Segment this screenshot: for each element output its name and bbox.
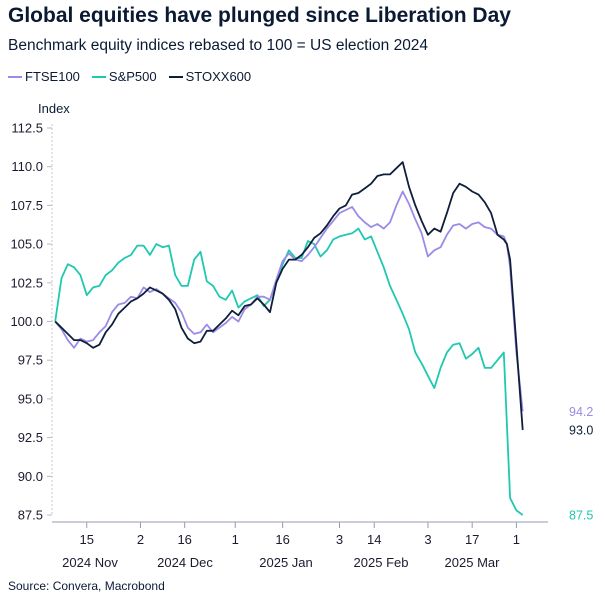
series-line-ftse100 [54,190,524,412]
end-label-ftse100: 94.2 [569,405,593,419]
x-month-label: 2025 Jan [259,555,313,570]
legend-swatch-ftse100 [8,75,22,78]
legend-label-ftse100: FTSE100 [25,69,80,84]
y-tick-label: 95.0 [18,391,43,406]
y-tick-label: 97.5 [18,353,43,368]
legend: FTSE100 S&P500 STOXX600 [8,69,263,84]
y-tick-label: 87.5 [18,508,43,523]
legend-label-stoxx600: STOXX600 [185,69,252,84]
x-tick-label: 16 [275,532,289,547]
series-line-stoxx600 [54,161,524,430]
x-month-label: 2025 Feb [354,555,409,570]
source-note: Source: Convera, Macrobond [8,579,165,593]
x-month-label: 2024 Dec [157,555,213,570]
x-tick-label: 1 [232,532,239,547]
chart-title: Global equities have plunged since Liber… [8,4,511,27]
x-tick-label: 14 [367,532,381,547]
legend-item-stoxx600: STOXX600 [168,69,252,84]
x-tick-label: 1 [513,532,520,547]
y-axis-title: Index [38,101,70,116]
y-tick-label: 102.5 [10,275,43,290]
chart-subtitle: Benchmark equity indices rebased to 100 … [8,37,429,54]
legend-swatch-stoxx600 [168,75,183,78]
x-tick-label: 3 [424,532,431,547]
x-tick-label: 3 [336,532,343,547]
y-tick-label: 92.5 [18,430,43,445]
end-labels: 94.2 87.5 93.0 [569,405,593,523]
y-axis: 112.5 110.0 107.5 105.0 102.5 100.0 97.5 95.0 92… [10,121,52,523]
x-tick-label: 2 [137,532,144,547]
x-month-label: 2024 Nov [62,555,118,570]
legend-item-ftse100: FTSE100 [8,69,80,84]
end-label-stoxx600: 93.0 [569,423,593,437]
x-tick-label: 17 [465,532,479,547]
end-label-sp500: 87.5 [569,509,593,523]
y-tick-label: 105.0 [10,237,43,252]
x-tick-label: 16 [177,532,191,547]
y-tick-label: 110.0 [11,159,43,174]
x-axis: 15 2 16 1 16 3 14 3 17 1 2024 Nov 2024 Dec 2025 Jan 2… [62,522,520,570]
x-tick-label: 15 [80,532,94,547]
x-month-label: 2025 Mar [445,555,501,570]
y-tick-label: 100.0 [10,314,43,329]
series-lines [54,161,524,516]
y-tick-label: 112.5 [11,121,43,136]
legend-label-sp500: S&P500 [108,69,157,84]
y-tick-label: 107.5 [10,198,43,213]
legend-item-sp500: S&P500 [91,69,157,84]
y-tick-label: 90.0 [18,469,43,484]
legend-swatch-sp500 [91,75,106,78]
series-line-sp500 [54,227,524,516]
